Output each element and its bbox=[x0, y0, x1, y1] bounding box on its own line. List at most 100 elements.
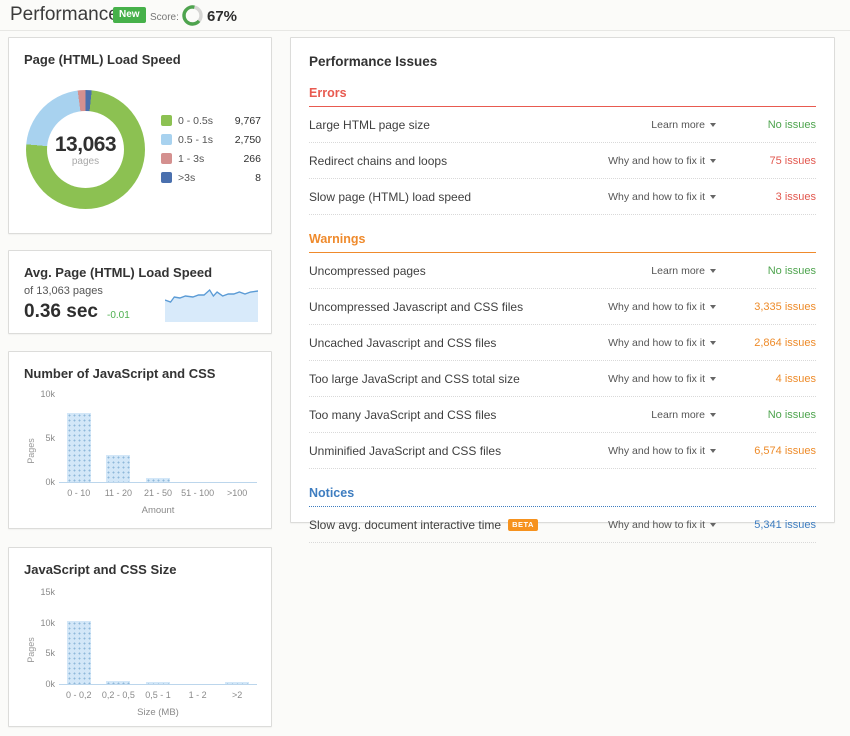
x-tick: 0,5 - 1 bbox=[145, 690, 171, 700]
issue-label: Slow page (HTML) load speed bbox=[309, 189, 472, 204]
issue-row: Uncompressed pages Learn more No issues bbox=[309, 253, 816, 289]
avg-delta: -0.01 bbox=[107, 310, 130, 321]
legend-value: 9,767 bbox=[234, 114, 261, 127]
issue-help-link[interactable]: Why and how to fix it bbox=[546, 445, 716, 457]
legend-value: 8 bbox=[255, 171, 261, 184]
x-axis-label: Amount bbox=[141, 505, 175, 516]
legend-value: 266 bbox=[243, 152, 261, 165]
chevron-down-icon bbox=[710, 448, 716, 453]
section-heading-notices: Notices bbox=[309, 486, 816, 507]
x-axis-label: Size (MB) bbox=[137, 707, 179, 718]
x-tick: 11 - 20 bbox=[104, 488, 133, 498]
issue-count-link[interactable]: No issues bbox=[767, 264, 816, 277]
issue-help-link[interactable]: Learn more bbox=[546, 409, 716, 421]
chevron-down-icon bbox=[710, 304, 716, 309]
chevron-down-icon bbox=[710, 158, 716, 163]
issue-count-link[interactable]: No issues bbox=[767, 118, 816, 131]
header-divider bbox=[0, 30, 850, 31]
x-axis-line bbox=[59, 684, 257, 685]
issue-count-link[interactable]: 3 issues bbox=[775, 190, 816, 203]
issue-help-link[interactable]: Why and how to fix it bbox=[546, 337, 716, 349]
y-axis-ticks: 10k 5k 0k bbox=[23, 389, 55, 487]
issue-count-link[interactable]: 75 issues bbox=[769, 154, 816, 167]
y-axis-ticks: 15k 10k 5k 0k bbox=[23, 587, 55, 689]
issue-help-link-label: Learn more bbox=[651, 118, 705, 131]
y-tick: 0k bbox=[45, 477, 55, 487]
plot-area bbox=[59, 394, 257, 482]
x-tick: 0,2 - 0,5 bbox=[101, 690, 135, 700]
card-performance-issues: Performance Issues Errors Large HTML pag… bbox=[290, 37, 835, 543]
legend-swatch bbox=[161, 115, 172, 126]
issue-count-link[interactable]: 6,574 issues bbox=[754, 444, 816, 457]
issue-row: Slow avg. document interactive time BETA… bbox=[309, 507, 816, 543]
issue-help-link-label: Why and how to fix it bbox=[608, 518, 705, 531]
issue-count-link[interactable]: 3,335 issues bbox=[754, 300, 816, 313]
chevron-down-icon bbox=[710, 122, 716, 127]
issue-help-link[interactable]: Learn more bbox=[546, 265, 716, 277]
issue-help-link[interactable]: Why and how to fix it bbox=[546, 191, 716, 203]
issue-help-link[interactable]: Why and how to fix it bbox=[546, 519, 716, 531]
chevron-down-icon bbox=[710, 194, 716, 199]
x-tick: >2 bbox=[232, 690, 243, 700]
chevron-down-icon bbox=[710, 522, 716, 527]
chevron-down-icon bbox=[710, 268, 716, 273]
js-css-size-bar-chart: Pages 15k 10k 5k 0k 0 - 0,2 0,2 - 0,5 bbox=[23, 587, 259, 718]
card-page-load-speed: Page (HTML) Load Speed 13,063 pages 0 - … bbox=[8, 37, 272, 234]
page-title: Performance bbox=[10, 4, 119, 25]
issue-count-link[interactable]: No issues bbox=[767, 408, 816, 421]
legend-label: >3s bbox=[178, 171, 196, 184]
x-tick: 51 - 100 bbox=[181, 488, 215, 498]
issue-help-link[interactable]: Learn more bbox=[546, 119, 716, 131]
issue-help-link[interactable]: Why and how to fix it bbox=[546, 301, 716, 313]
bar bbox=[145, 681, 170, 684]
issue-label: Redirect chains and loops bbox=[309, 153, 448, 168]
issue-label: Slow avg. document interactive time BETA bbox=[309, 518, 546, 532]
y-tick: 10k bbox=[40, 389, 55, 399]
chevron-down-icon bbox=[710, 412, 716, 417]
x-tick: 0 - 10 bbox=[67, 488, 91, 498]
issue-label: Uncompressed Javascript and CSS files bbox=[309, 299, 524, 314]
score-value: 67% bbox=[207, 8, 238, 25]
bar bbox=[106, 454, 131, 482]
avg-subtitle: of 13,063 pages bbox=[24, 285, 103, 297]
card-title: Number of JavaScript and CSS bbox=[24, 366, 216, 381]
issue-help-link[interactable]: Why and how to fix it bbox=[546, 155, 716, 167]
js-css-count-bar-chart: Pages 10k 5k 0k 0 - 10 11 - 20 21 - 5 bbox=[23, 389, 259, 516]
issue-help-link-label: Why and how to fix it bbox=[608, 444, 705, 457]
bar bbox=[225, 681, 250, 684]
issue-row: Large HTML page size Learn more No issue… bbox=[309, 107, 816, 143]
issue-label: Uncompressed pages bbox=[309, 263, 426, 278]
issue-label: Uncached Javascript and CSS files bbox=[309, 335, 497, 350]
chevron-down-icon bbox=[710, 340, 716, 345]
legend-label: 0 - 0.5s bbox=[178, 114, 214, 127]
legend-swatch bbox=[161, 134, 172, 145]
x-tick: 21 - 50 bbox=[143, 488, 172, 498]
card-js-css-size: JavaScript and CSS Size Pages 15k 10k 5k… bbox=[8, 547, 272, 727]
issue-count-link[interactable]: 2,864 issues bbox=[754, 336, 816, 349]
issue-help-link-label: Learn more bbox=[651, 264, 705, 277]
issue-help-link[interactable]: Why and how to fix it bbox=[546, 373, 716, 385]
bar bbox=[106, 680, 131, 684]
issue-count-link[interactable]: 4 issues bbox=[775, 372, 816, 385]
y-tick: 5k bbox=[45, 648, 55, 659]
x-axis-categories: 0 - 10 11 - 20 21 - 50 51 - 100 >100 bbox=[59, 488, 257, 498]
bars bbox=[59, 592, 257, 684]
issue-row: Too many JavaScript and CSS files Learn … bbox=[309, 397, 816, 433]
card-title: JavaScript and CSS Size bbox=[24, 562, 177, 577]
legend-item: >3s 8 bbox=[161, 168, 261, 187]
x-tick: >100 bbox=[227, 488, 248, 498]
plot-area bbox=[59, 592, 257, 684]
card-js-css-count: Number of JavaScript and CSS Pages 10k 5… bbox=[8, 351, 272, 529]
chevron-down-icon bbox=[710, 376, 716, 381]
y-tick: 15k bbox=[40, 587, 55, 597]
issue-row: Too large JavaScript and CSS total size … bbox=[309, 361, 816, 397]
issues-title: Performance Issues bbox=[309, 54, 438, 69]
donut-center: 13,063 pages bbox=[47, 111, 124, 188]
card-avg-load-speed: Avg. Page (HTML) Load Speed of 13,063 pa… bbox=[8, 250, 272, 334]
legend-item: 0.5 - 1s 2,750 bbox=[161, 130, 261, 149]
y-tick: 0k bbox=[45, 678, 55, 689]
issue-help-link-label: Why and how to fix it bbox=[608, 372, 705, 385]
bar bbox=[145, 478, 170, 482]
issue-count-link[interactable]: 5,341 issues bbox=[754, 518, 816, 531]
